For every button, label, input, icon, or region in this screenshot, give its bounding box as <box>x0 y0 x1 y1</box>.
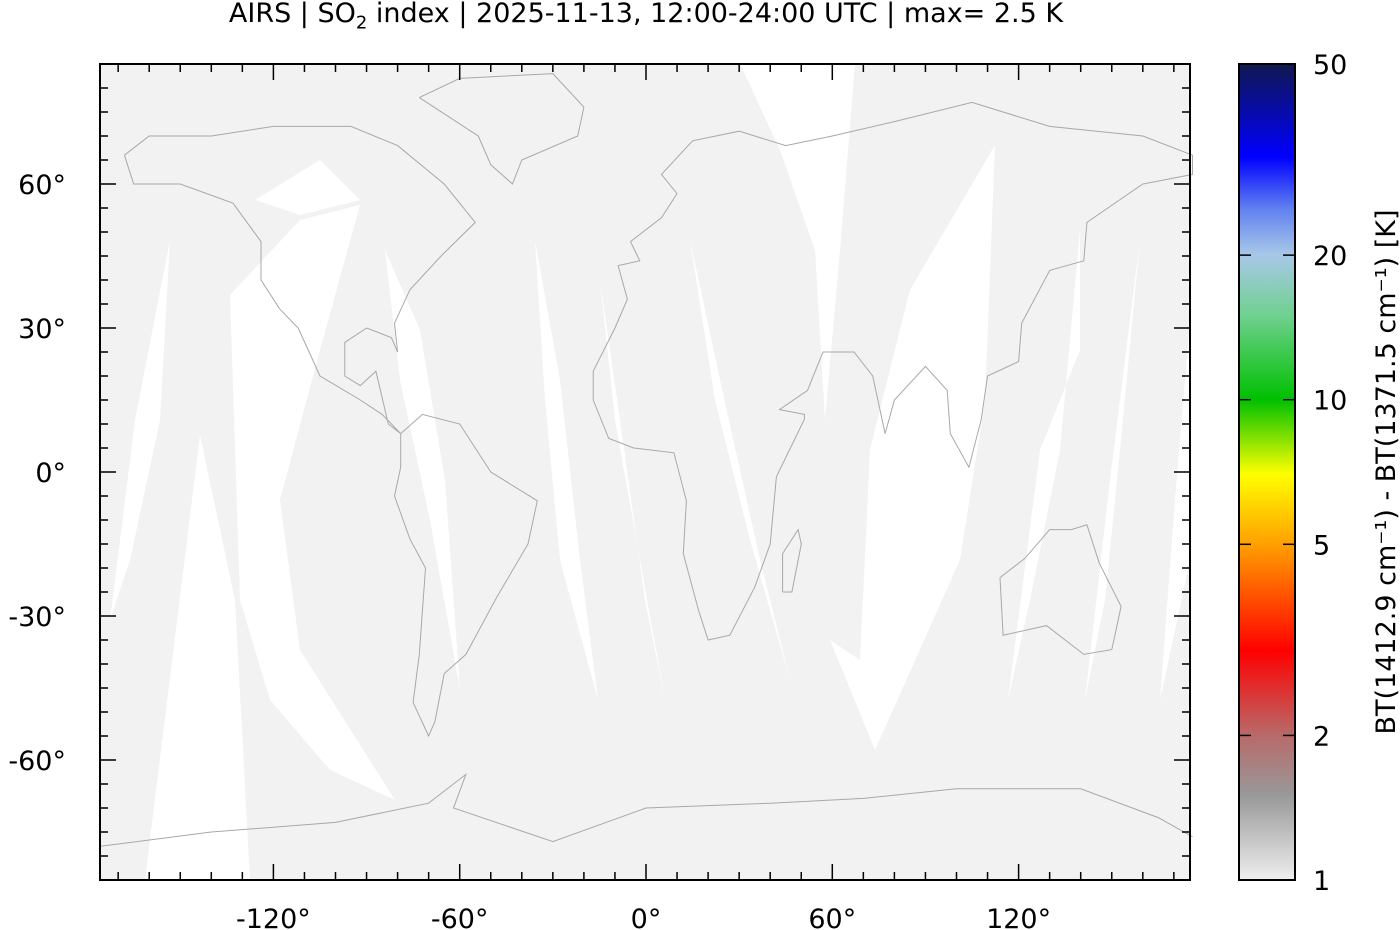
no-data-gap <box>1085 240 1140 700</box>
title-subscript: 2 <box>355 12 368 34</box>
colorbar-tick-label: 1 <box>1313 866 1330 897</box>
coastline-africa-eurasia <box>592 101 1193 641</box>
y-tick-label: 60° <box>18 170 66 201</box>
coastline-greenland <box>419 73 585 185</box>
map-area <box>99 64 1193 880</box>
x-tick-label: -120° <box>236 904 311 930</box>
title-suffix: index | 2025-11-13, 12:00-24:00 UTC | ma… <box>367 0 1064 29</box>
title-prefix: AIRS | SO <box>228 0 356 29</box>
colorbar-tick-label: 50 <box>1313 50 1347 81</box>
chart-title: AIRS | SO2 index | 2025-11-13, 12:00-24:… <box>0 0 1292 33</box>
x-tick-label: 0° <box>631 904 662 930</box>
no-data-gap <box>535 240 598 700</box>
no-data-gap <box>255 160 360 215</box>
coastline-south-america <box>393 413 538 738</box>
coastline-australia <box>999 524 1122 655</box>
colorbar-tick-label: 5 <box>1313 530 1330 561</box>
coastline-north-america <box>123 125 476 434</box>
no-data-gap <box>145 435 250 880</box>
x-tick-label: 60° <box>808 904 856 930</box>
x-tick-label: 120° <box>986 904 1051 930</box>
colorbar-tick-label: 20 <box>1313 241 1347 272</box>
colorbar-gradient <box>1238 63 1296 881</box>
no-data-gap <box>1008 230 1080 700</box>
no-data-gap <box>385 250 460 690</box>
x-tick-label: -60° <box>431 904 489 930</box>
colorbar-label: BT(1412.9 cm⁻¹) - BT(1371.5 cm⁻¹) [K] <box>1371 210 1400 735</box>
y-tick-label: -60° <box>8 746 66 777</box>
no-data-gap <box>110 240 170 620</box>
no-data-gap <box>1160 320 1190 700</box>
colorbar: 1 2 5 10 20 50 BT(1412.9 cm⁻¹) - BT(1371.5 cm⁻… <box>1238 50 1400 897</box>
colorbar-tick-label: 10 <box>1313 386 1347 417</box>
no-data-gap <box>740 64 855 420</box>
coastline-madagascar <box>782 528 802 593</box>
coastline-antarctica <box>99 772 1193 847</box>
y-tick-label: -30° <box>8 602 66 633</box>
no-data-gap <box>230 205 395 800</box>
y-tick-label: 0° <box>35 458 66 489</box>
map-axes: -120° -60° 0° 60° 120° 60° 30° 0° -30° -60° <box>8 63 1191 930</box>
no-data-gap <box>830 145 995 750</box>
colorbar-tick-label: 2 <box>1313 721 1330 752</box>
y-tick-label: 30° <box>18 314 66 345</box>
